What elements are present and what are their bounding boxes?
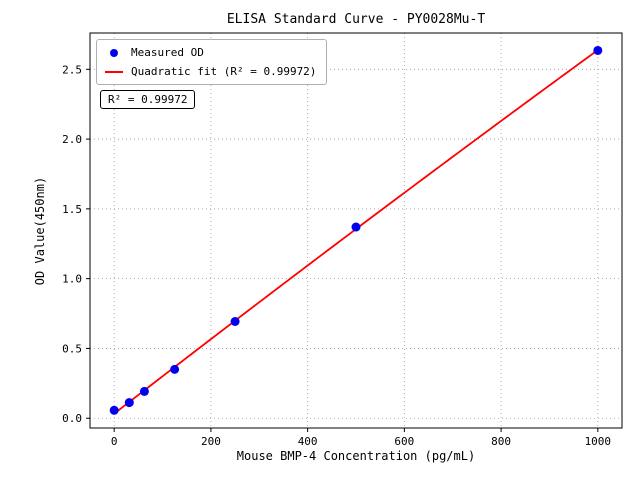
legend-label-quadratic-fit: Quadratic fit (R² = 0.99972): [131, 65, 317, 78]
x-tick-label: 1000: [585, 435, 612, 448]
x-tick-label: 600: [394, 435, 414, 448]
measured-od-marker-icon: [110, 48, 118, 57]
x-axis-label: Mouse BMP-4 Concentration (pg/mL): [236, 449, 476, 463]
measured-od-point: [124, 398, 134, 408]
x-tick-label: 800: [491, 435, 511, 448]
legend-entry-quadratic-fit: Quadratic fit (R² = 0.99972): [105, 65, 316, 78]
y-axis-label: OD Value(450nm): [33, 176, 47, 286]
chart-title: ELISA Standard Curve - PY0028Mu-T: [226, 12, 486, 27]
legend: Measured OD Quadratic fit (R² = 0.99972): [96, 39, 328, 85]
r-squared-annotation: R² = 0.99972: [100, 90, 196, 109]
measured-od-point: [230, 317, 240, 327]
legend-label-measured-od: Measured OD: [131, 46, 204, 59]
measured-od-point: [109, 405, 119, 415]
legend-entry-measured-od: Measured OD: [105, 46, 316, 59]
y-tick-label: 0.5: [62, 342, 82, 355]
measured-od-point: [351, 222, 361, 232]
y-tick-label: 1.0: [62, 273, 82, 286]
y-tick-label: 1.5: [62, 203, 82, 216]
measured-od-point: [170, 364, 180, 374]
y-tick-label: 0.0: [62, 412, 82, 425]
axes-frame: [89, 32, 623, 429]
quadratic-fit-line-icon: [105, 70, 123, 73]
x-tick-label: 400: [298, 435, 318, 448]
y-tick-label: 2.5: [62, 63, 82, 76]
measured-od-point: [139, 386, 149, 396]
x-tick-label: 200: [201, 435, 221, 448]
measured-od-point: [593, 45, 603, 55]
y-tick-label: 2.0: [62, 133, 82, 146]
x-tick-label: 0: [111, 435, 118, 448]
